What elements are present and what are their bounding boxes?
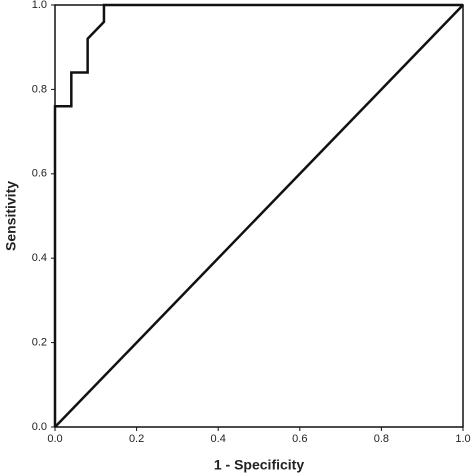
y-tick-label: 0.2 xyxy=(32,337,47,349)
x-tick-label: 0.6 xyxy=(292,433,307,445)
x-tick-label: 0.8 xyxy=(374,433,389,445)
x-tick-label: 0.2 xyxy=(129,433,144,445)
line xyxy=(54,4,464,428)
line xyxy=(53,3,463,427)
y-axis-title: Sensitivity xyxy=(3,181,19,251)
y-tick-label: 0.4 xyxy=(32,252,47,264)
y-tick-label: 0.6 xyxy=(32,168,47,180)
x-axis-title: 1 - Specificity xyxy=(214,457,304,473)
x-tick-label: 0.0 xyxy=(47,433,62,445)
x-tick-label: 0.4 xyxy=(211,433,226,445)
y-tick-label: 0.8 xyxy=(32,83,47,95)
y-tick-label: 1.0 xyxy=(32,0,47,11)
y-tick-label: 0.0 xyxy=(32,421,47,433)
x-tick-label: 1.0 xyxy=(455,433,470,445)
